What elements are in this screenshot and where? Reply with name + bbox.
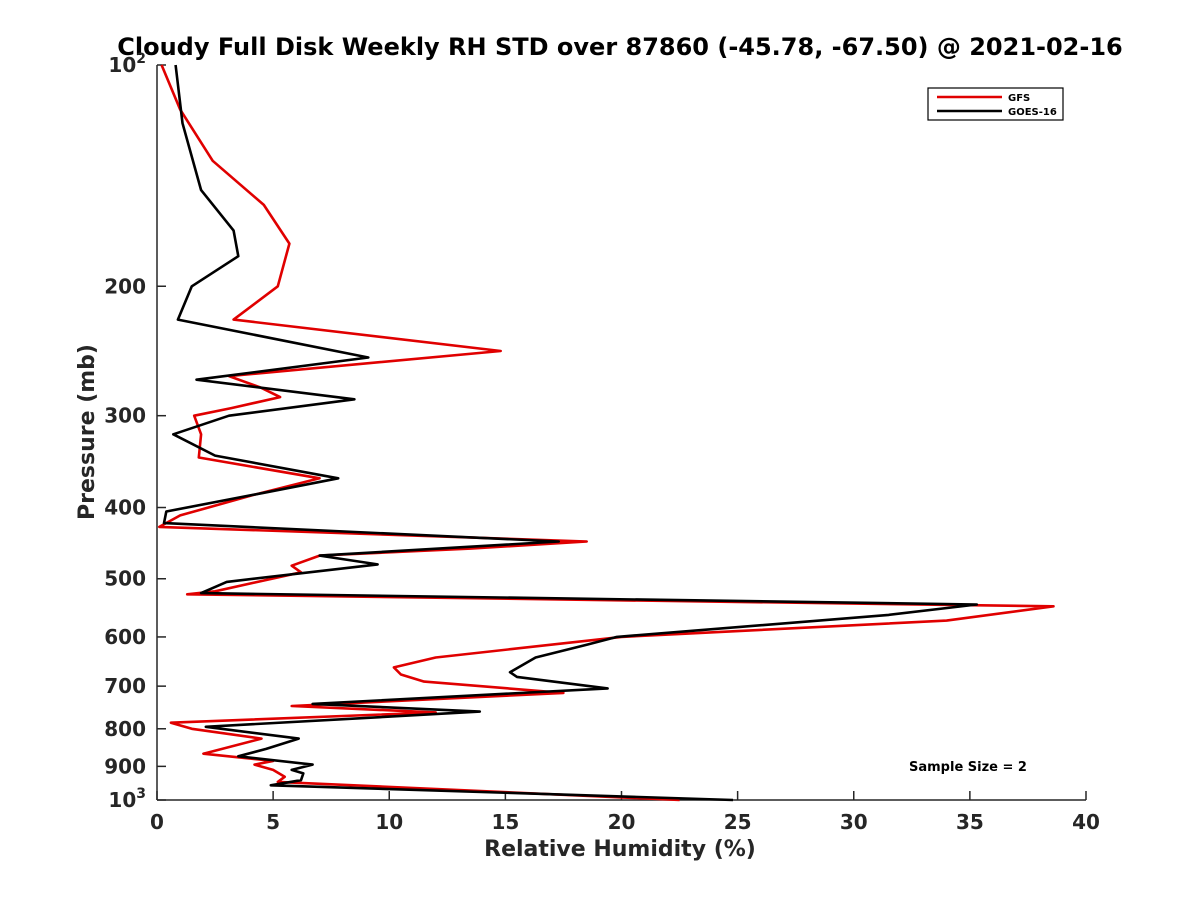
- x-tick-group: 0 5 10 15 20 25 30 35 40: [150, 791, 1100, 834]
- y-tick-exponent: 2: [136, 51, 146, 67]
- plot-area: [156, 65, 1086, 801]
- y-tick-base: 10: [108, 788, 136, 812]
- y-tick-label: 103: [108, 786, 146, 812]
- y-tick-label: 400: [104, 496, 146, 520]
- legend: GFS GOES-16: [927, 87, 1064, 121]
- x-tick-label: 15: [491, 810, 519, 834]
- y-tick-base: 10: [108, 53, 136, 77]
- x-tick-label: 35: [956, 810, 984, 834]
- legend-label-gfs: GFS: [1008, 93, 1030, 104]
- sample-size-annotation: Sample Size = 2: [909, 760, 1027, 775]
- x-tick-label: 20: [608, 810, 636, 834]
- y-tick-label: 700: [104, 674, 146, 698]
- x-tick-label: 0: [150, 810, 164, 834]
- y-tick-label: 900: [104, 754, 146, 778]
- x-axis-label: Relative Humidity (%): [484, 837, 756, 862]
- y-tick-exponent: 3: [136, 786, 146, 802]
- y-tick-label: 500: [104, 567, 146, 591]
- series-line-goes-16: [162, 64, 979, 802]
- y-tick-label: 102: [108, 51, 146, 77]
- y-tick-label: 200: [104, 274, 146, 298]
- series-line-gfs: [158, 64, 1055, 802]
- series-group: [158, 64, 1055, 802]
- x-tick-label: 10: [375, 810, 403, 834]
- y-axis-label: Pressure (mb): [75, 344, 100, 520]
- y-tick-label: 800: [104, 717, 146, 741]
- x-tick-label: 40: [1072, 810, 1100, 834]
- legend-box: [927, 87, 1064, 121]
- x-tick-label: 5: [266, 810, 280, 834]
- legend-label-goes16: GOES-16: [1008, 107, 1057, 118]
- chart-title: Cloudy Full Disk Weekly RH STD over 8786…: [117, 33, 1123, 61]
- y-tick-label: 600: [104, 625, 146, 649]
- x-tick-label: 25: [724, 810, 752, 834]
- x-tick-label: 30: [840, 810, 868, 834]
- y-tick-label: 300: [104, 404, 146, 428]
